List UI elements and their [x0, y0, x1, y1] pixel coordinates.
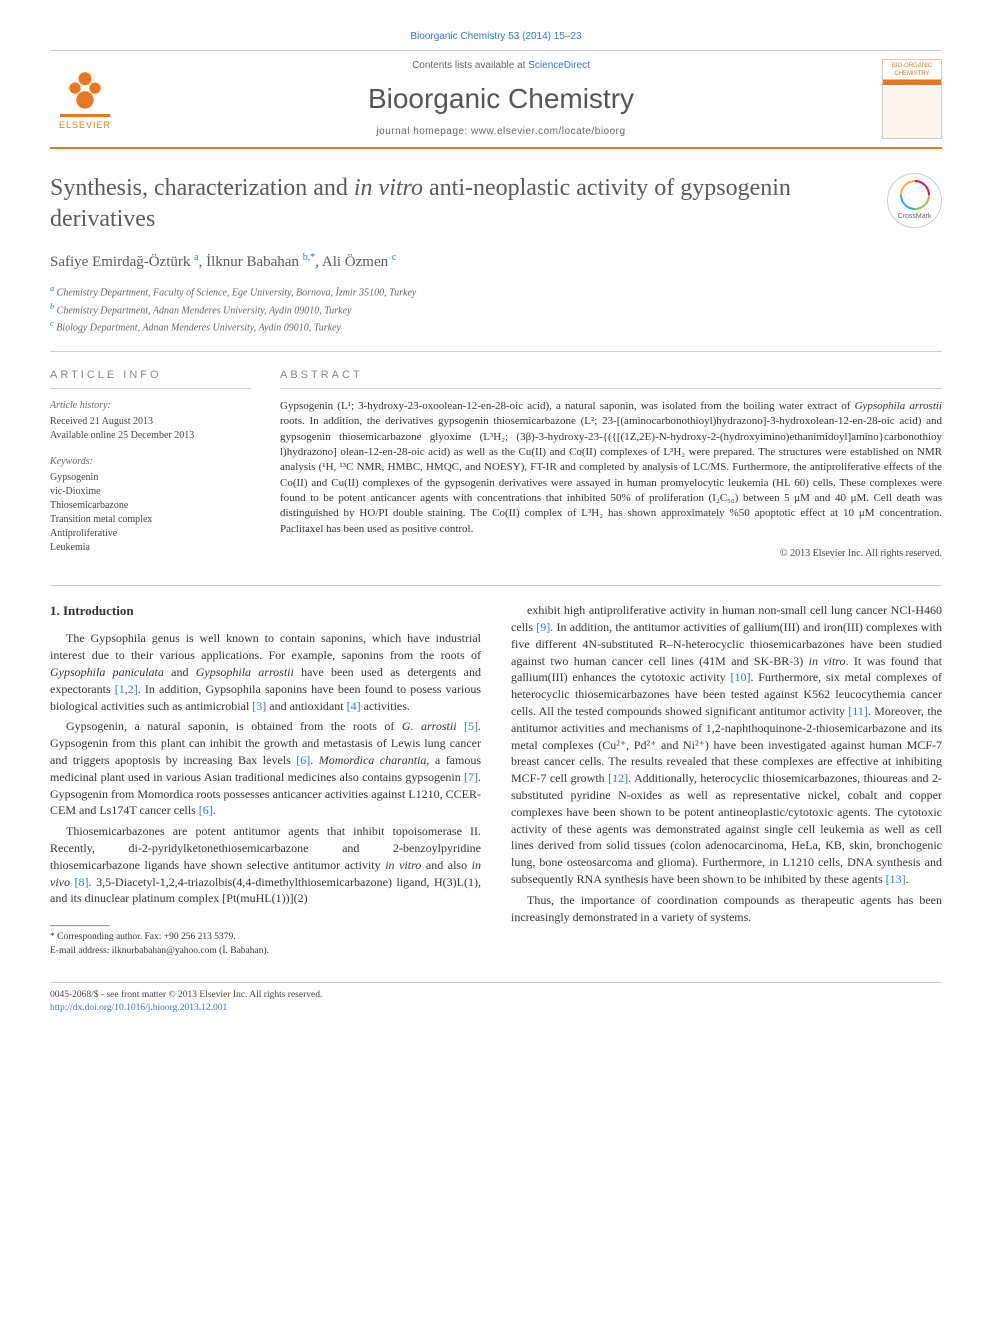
- affiliation-a: Chemistry Department, Faculty of Science…: [57, 288, 417, 299]
- received-date: Received 21 August 2013: [50, 415, 250, 429]
- corresponding-note: * Corresponding author. Fax: +90 256 213…: [50, 925, 942, 958]
- keyword: Leukemia: [50, 541, 250, 555]
- sciencedirect-link[interactable]: ScienceDirect: [528, 60, 590, 71]
- keyword: vic-Dioxime: [50, 485, 250, 499]
- footer: 0045-2068/$ - see front matter © 2013 El…: [50, 982, 942, 1016]
- keywords-label: Keywords:: [50, 455, 250, 469]
- elsevier-logo[interactable]: ELSEVIER: [50, 62, 120, 137]
- abstract: ABSTRACT Gypsogenin (L¹; 3-hydroxy-23-ox…: [280, 368, 942, 561]
- journal-cover-thumb[interactable]: BIO-ORGANIC CHEMISTRY: [882, 59, 942, 139]
- keyword: Transition metal complex: [50, 513, 250, 527]
- journal-name: Bioorganic Chemistry: [120, 79, 882, 118]
- email-label: E-mail address:: [50, 946, 112, 956]
- para-4: exhibit high antiproliferative activity …: [511, 602, 942, 888]
- article-info-heading: ARTICLE INFO: [50, 368, 250, 388]
- para-5: Thus, the importance of coordination com…: [511, 892, 942, 926]
- crossmark-icon: [893, 173, 935, 215]
- para-3: Thiosemicarbazones are potent antitumor …: [50, 823, 481, 907]
- keyword: Antiproliferative: [50, 527, 250, 541]
- abstract-copyright: © 2013 Elsevier Inc. All rights reserved…: [280, 547, 942, 561]
- homepage-url[interactable]: www.elsevier.com/locate/bioorg: [471, 126, 626, 137]
- keywords-list: Gypsogeninvic-DioximeThiosemicarbazoneTr…: [50, 471, 250, 555]
- abstract-heading: ABSTRACT: [280, 368, 942, 388]
- contents-prefix: Contents lists available at: [412, 60, 528, 71]
- crossmark-label: CrossMark: [898, 212, 932, 222]
- para-2: Gypsogenin, a natural saponin, is obtain…: [50, 718, 481, 819]
- title-italic: in vitro: [354, 175, 423, 201]
- elsevier-tree-icon: [60, 67, 110, 117]
- email-name: (İ. Babahan).: [217, 946, 269, 956]
- authors: Safiye Emirdağ-Öztürk a, İlknur Babahan …: [50, 251, 942, 273]
- corr-email[interactable]: ilknurbabahan@yahoo.com: [112, 946, 217, 956]
- affiliation-b: Chemistry Department, Adnan Menderes Uni…: [57, 305, 352, 316]
- issn-line: 0045-2068/$ - see front matter © 2013 El…: [50, 989, 942, 1002]
- keyword: Thiosemicarbazone: [50, 499, 250, 513]
- citation: Bioorganic Chemistry 53 (2014) 15–23: [50, 30, 942, 44]
- publisher-name: ELSEVIER: [59, 119, 111, 132]
- journal-header: ELSEVIER Contents lists available at Sci…: [50, 50, 942, 149]
- body-text: 1. Introduction The Gypsophila genus is …: [50, 602, 942, 925]
- online-date: Available online 25 December 2013: [50, 429, 250, 443]
- abstract-text: Gypsogenin (L¹; 3-hydroxy-23-oxoolean-12…: [280, 399, 942, 538]
- doi-link[interactable]: http://dx.doi.org/10.1016/j.bioorg.2013.…: [50, 1003, 227, 1013]
- homepage-line: journal homepage: www.elsevier.com/locat…: [120, 125, 882, 139]
- section-1-heading: 1. Introduction: [50, 602, 481, 620]
- affiliations: a Chemistry Department, Faculty of Scien…: [50, 283, 942, 335]
- corr-author: * Corresponding author. Fax: +90 256 213…: [50, 931, 942, 944]
- article-info: ARTICLE INFO Article history: Received 2…: [50, 368, 250, 561]
- title-pre: Synthesis, characterization and: [50, 175, 354, 201]
- history-label: Article history:: [50, 399, 250, 413]
- contents-line: Contents lists available at ScienceDirec…: [120, 59, 882, 73]
- article-title: Synthesis, characterization and in vitro…: [50, 173, 887, 235]
- affiliation-c: Biology Department, Adnan Menderes Unive…: [56, 322, 341, 333]
- para-1: The Gypsophila genus is well known to co…: [50, 630, 481, 714]
- homepage-prefix: journal homepage:: [376, 126, 471, 137]
- keyword: Gypsogenin: [50, 471, 250, 485]
- crossmark-badge[interactable]: CrossMark: [887, 173, 942, 228]
